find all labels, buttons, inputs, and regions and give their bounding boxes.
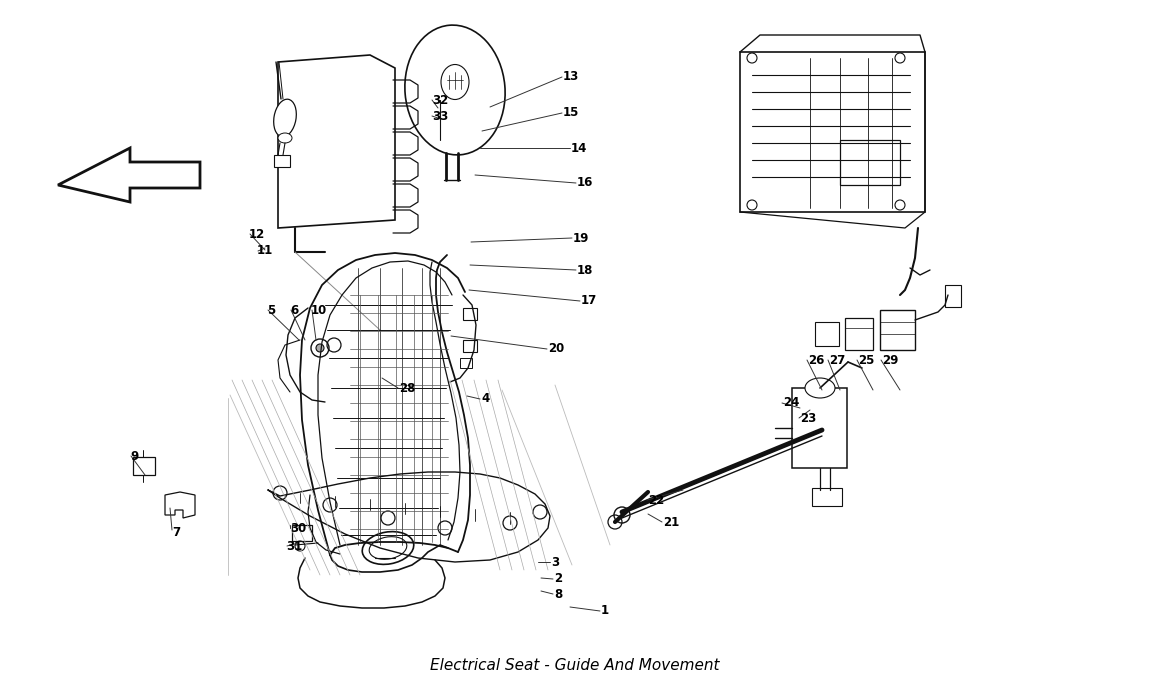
Polygon shape [278, 55, 394, 228]
Text: 28: 28 [399, 382, 415, 395]
Text: 9: 9 [130, 449, 138, 462]
Ellipse shape [274, 99, 297, 137]
Bar [133, 457, 155, 475]
Text: 18: 18 [577, 264, 593, 277]
Text: 6: 6 [290, 303, 298, 316]
Text: 16: 16 [577, 176, 593, 189]
Text: 12: 12 [250, 227, 266, 240]
Text: Electrical Seat - Guide And Movement: Electrical Seat - Guide And Movement [430, 658, 720, 673]
Bar [840, 140, 900, 185]
Polygon shape [164, 492, 196, 518]
Ellipse shape [440, 64, 469, 100]
Text: 2: 2 [554, 572, 562, 585]
Text: 24: 24 [783, 397, 799, 410]
Text: 23: 23 [800, 411, 816, 425]
Text: 33: 33 [432, 109, 448, 122]
Text: 10: 10 [310, 303, 328, 316]
Text: 27: 27 [829, 354, 845, 367]
Text: 11: 11 [256, 245, 274, 257]
Text: 3: 3 [551, 555, 559, 568]
Ellipse shape [362, 531, 414, 564]
Polygon shape [58, 148, 200, 202]
Circle shape [316, 344, 324, 352]
Bar [812, 488, 842, 506]
Bar [845, 318, 873, 350]
Text: 15: 15 [564, 107, 580, 120]
Bar [463, 308, 477, 320]
Bar [463, 340, 477, 352]
Text: 26: 26 [808, 354, 825, 367]
Ellipse shape [405, 25, 505, 155]
Bar [880, 310, 915, 350]
Text: 7: 7 [172, 525, 181, 538]
Text: 19: 19 [573, 232, 590, 245]
Text: 29: 29 [882, 354, 898, 367]
Bar [815, 322, 839, 346]
Bar [739, 52, 925, 212]
Text: 8: 8 [554, 587, 562, 600]
Ellipse shape [278, 133, 292, 143]
Text: 21: 21 [664, 516, 680, 529]
Bar [945, 285, 961, 307]
Text: 17: 17 [581, 294, 597, 307]
Bar [792, 388, 848, 468]
Bar [292, 525, 312, 541]
Text: 22: 22 [647, 494, 665, 507]
Text: 32: 32 [432, 94, 448, 107]
Text: 25: 25 [858, 354, 874, 367]
Text: 5: 5 [267, 303, 275, 316]
Ellipse shape [369, 537, 407, 559]
Text: 13: 13 [564, 70, 580, 83]
Text: 4: 4 [481, 393, 489, 406]
Text: 14: 14 [572, 141, 588, 154]
Bar [460, 358, 471, 368]
Ellipse shape [805, 378, 835, 398]
Text: 20: 20 [549, 342, 565, 355]
Bar [274, 155, 290, 167]
Text: 31: 31 [286, 540, 302, 553]
Text: 30: 30 [290, 522, 306, 535]
Text: 1: 1 [601, 604, 610, 617]
